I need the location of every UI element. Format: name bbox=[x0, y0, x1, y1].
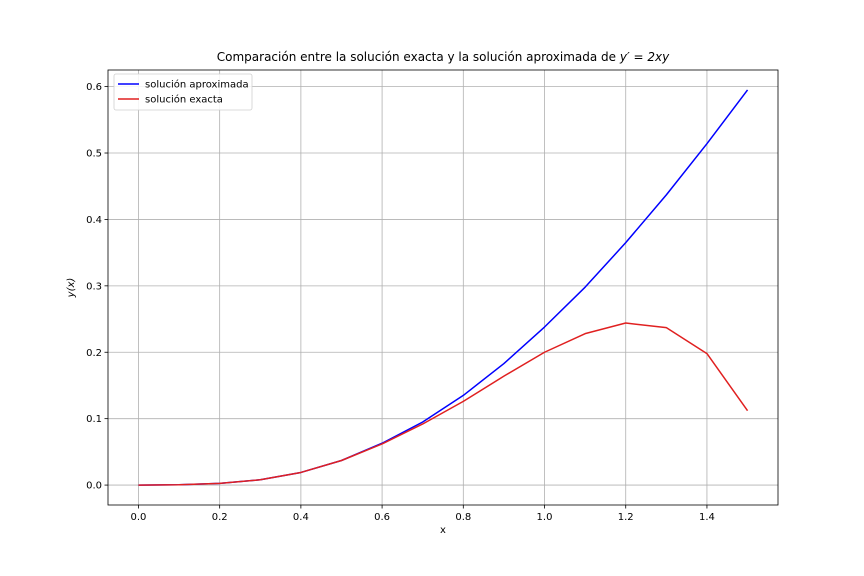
x-axis-label: x bbox=[440, 525, 446, 536]
x-tick-label: 0.0 bbox=[131, 512, 147, 523]
y-tick-label: 0.5 bbox=[86, 149, 102, 160]
y-axis-label: y(x) bbox=[66, 278, 77, 299]
x-tick-label: 1.0 bbox=[537, 512, 553, 523]
x-tick-label: 1.4 bbox=[699, 512, 715, 523]
series-line-exacta bbox=[138, 322, 749, 486]
legend-label: solución aproximada bbox=[145, 79, 249, 91]
legend: solución aproximada solución exacta bbox=[113, 73, 253, 111]
ticks: 0.0 0.2 0.4 0.6 0.8 1.0 1.2 1.4 0.0 0.1 0.2 0.3 0.4 0… bbox=[86, 82, 715, 523]
x-tick-label: 0.6 bbox=[374, 512, 390, 523]
y-tick-label: 0.2 bbox=[86, 348, 102, 359]
x-tick-label: 1.2 bbox=[618, 512, 634, 523]
series-group bbox=[138, 89, 749, 486]
x-tick-label: 0.8 bbox=[455, 512, 471, 523]
legend-label: solución exacta bbox=[145, 94, 223, 106]
chart-title: Comparación entre la solución exacta y l… bbox=[217, 50, 670, 64]
y-tick-label: 0.1 bbox=[86, 414, 102, 425]
plot-frame bbox=[107, 69, 779, 506]
y-tick-label: 0.0 bbox=[86, 481, 102, 492]
x-tick-label: 0.2 bbox=[212, 512, 228, 523]
y-tick-label: 0.4 bbox=[86, 215, 102, 226]
legend-box bbox=[113, 73, 253, 111]
y-tick-label: 0.6 bbox=[86, 82, 102, 93]
x-tick-label: 0.4 bbox=[293, 512, 309, 523]
y-tick-label: 0.3 bbox=[86, 281, 102, 292]
